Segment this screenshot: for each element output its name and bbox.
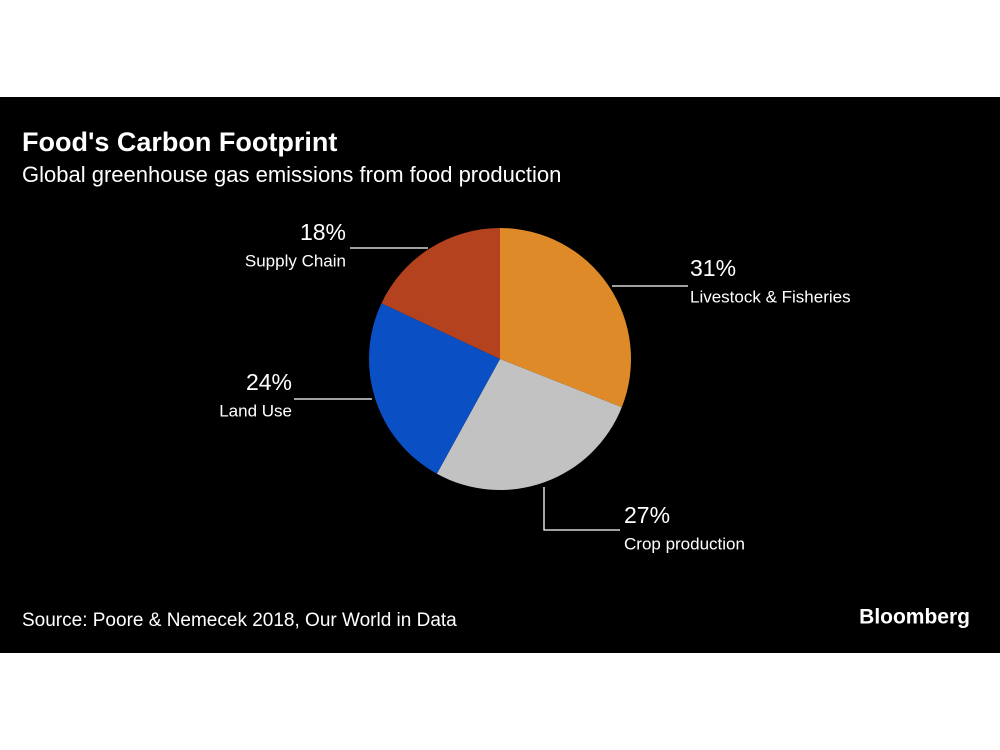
source-note: Source: Poore & Nemecek 2018, Our World … — [22, 610, 457, 631]
category-label: Crop production — [624, 534, 745, 553]
brand-logo: Bloomberg — [859, 606, 970, 629]
value-label: 31% — [690, 255, 736, 281]
value-label: 18% — [300, 219, 346, 245]
pie-slice — [369, 303, 500, 474]
pie-slice — [436, 359, 622, 491]
chart-subtitle: Global greenhouse gas emissions from foo… — [22, 162, 561, 187]
leader-line — [543, 487, 620, 531]
category-label: Land Use — [219, 401, 292, 420]
pie-slice — [500, 228, 631, 408]
value-label: 24% — [246, 369, 292, 395]
category-label: Livestock & Fisheries — [690, 287, 851, 306]
pie-slice — [381, 228, 500, 359]
category-label: Supply Chain — [245, 251, 346, 270]
value-label: 27% — [624, 502, 670, 528]
chart-title: Food's Carbon Footprint — [22, 127, 337, 157]
